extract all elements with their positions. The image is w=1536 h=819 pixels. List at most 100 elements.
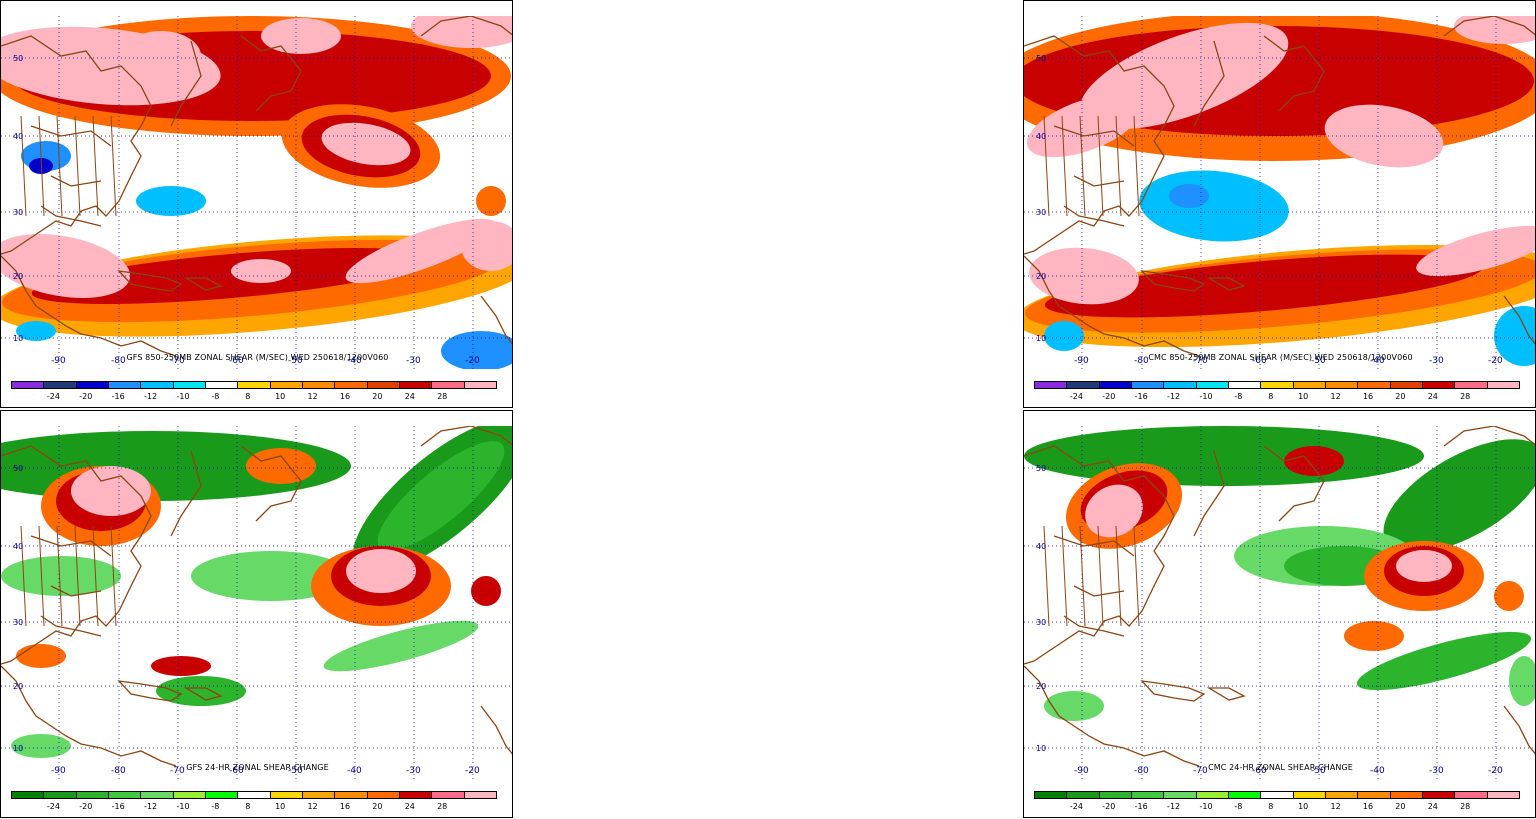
colorbar-swatch — [1164, 792, 1197, 798]
shaded-region — [16, 644, 66, 668]
colorbar-swatch — [1196, 382, 1229, 388]
colorbar-tick-label: -10 — [1199, 802, 1213, 811]
colorbar-tick-label: 16 — [339, 392, 351, 401]
colorbar-swatch — [399, 382, 433, 388]
coastline — [420, 16, 512, 37]
longitude-label: -80 — [1134, 766, 1149, 776]
border-line — [56, 115, 63, 217]
longitude-label: -90 — [51, 766, 66, 776]
shaded-region — [1044, 691, 1104, 721]
coastline — [240, 35, 302, 112]
longitude-label: -50 — [1311, 766, 1326, 776]
colorbar-tick-label: -12 — [144, 392, 158, 401]
colorbar-tick-label: -16 — [111, 802, 125, 811]
shaded-region — [346, 549, 416, 593]
colorbar-tick-label: 20 — [1395, 392, 1406, 401]
coastline — [1140, 680, 1206, 702]
gfs-change-colorbar-labels: -24 -20 -16 -12 -10 -8 8 10 12 16 20 24 28 — [11, 802, 497, 814]
shaded-region — [323, 620, 479, 672]
colorbar-tick-label: 24 — [1427, 802, 1438, 811]
colorbar-swatch — [1487, 382, 1519, 388]
longitude-label: -30 — [406, 356, 421, 366]
colorbar-tick-label: -20 — [1102, 802, 1116, 811]
shaded-region — [191, 551, 351, 601]
colorbar-tick-label: 12 — [1330, 392, 1341, 401]
coastline — [1063, 205, 1125, 227]
coastline — [1503, 295, 1535, 345]
colorbar-swatch — [1228, 792, 1262, 798]
colorbar-tick-label: -8 — [1234, 392, 1243, 401]
border-line — [92, 115, 99, 217]
latitude-label: 10 — [1036, 744, 1046, 753]
latitude-label: 50 — [13, 54, 23, 63]
shaded-region — [1494, 306, 1535, 366]
coastline — [170, 40, 202, 127]
longitude-label: -80 — [111, 766, 126, 776]
cmc-shear-colorbar-labels: -24 -20 -16 -12 -10 -8 8 10 12 16 20 24 28 — [1034, 392, 1520, 404]
colorbar-swatch — [44, 382, 77, 388]
longitude-label: -40 — [347, 356, 362, 366]
colorbar-swatch — [238, 792, 271, 798]
colorbar-swatch — [1131, 382, 1165, 388]
colorbar-swatch — [12, 382, 45, 388]
shaded-field — [1024, 16, 1535, 366]
latitude-label: 20 — [13, 272, 23, 281]
colorbar-swatch — [1228, 382, 1262, 388]
shaded-region — [1344, 621, 1404, 651]
longitude-label: -30 — [1429, 766, 1444, 776]
colorbar-tick-label: 20 — [372, 802, 383, 811]
colorbar-tick-label: 8 — [245, 392, 251, 401]
colorbar-swatch — [12, 792, 45, 798]
colorbar-tick-label: -10 — [176, 802, 190, 811]
longitude-label: -30 — [406, 766, 421, 776]
colorbar-tick-label: 8 — [1268, 802, 1274, 811]
colorbar-swatch — [108, 382, 142, 388]
colorbar-tick-label: 24 — [1427, 392, 1438, 401]
border-line — [20, 115, 27, 217]
colorbar-tick-label: 24 — [404, 802, 415, 811]
shaded-region — [471, 576, 501, 606]
colorbar-tick-label: 16 — [1362, 392, 1374, 401]
shaded-region — [1494, 581, 1524, 611]
longitude-label: -90 — [1074, 356, 1089, 366]
border-line — [1079, 115, 1086, 217]
latitude-label: 30 — [1036, 618, 1046, 627]
colorbar-tick-label: -24 — [46, 802, 60, 811]
colorbar-swatch — [302, 792, 336, 798]
longitude-label: -50 — [288, 356, 303, 366]
colorbar-tick-label: -24 — [1069, 802, 1083, 811]
colorbar-swatch — [270, 792, 303, 798]
colorbar-swatch — [432, 792, 465, 798]
colorbar-tick-label: -20 — [1102, 392, 1116, 401]
coastline — [420, 426, 512, 447]
shaded-region — [136, 186, 206, 216]
colorbar-swatch — [1099, 382, 1132, 388]
shaded-region — [1169, 184, 1209, 208]
colorbar-swatch — [1325, 382, 1359, 388]
colorbar-swatch — [1325, 792, 1359, 798]
latitude-label: 30 — [1036, 208, 1046, 217]
latitude-label: 50 — [1036, 54, 1046, 63]
colorbar-swatch — [464, 382, 496, 388]
colorbar-swatch — [141, 382, 174, 388]
shaded-field — [1, 426, 512, 758]
border-line — [56, 525, 63, 627]
longitude-label: -60 — [1252, 766, 1267, 776]
border-line — [38, 525, 45, 627]
longitude-label: -70 — [1193, 356, 1208, 366]
colorbar-tick-label: -8 — [1234, 802, 1243, 811]
shaded-region — [121, 31, 201, 81]
shaded-region — [231, 259, 291, 283]
longitude-label: -70 — [1193, 766, 1208, 776]
colorbar-swatch — [1196, 792, 1229, 798]
latitude-label: 40 — [13, 132, 23, 141]
coastline — [1193, 450, 1225, 537]
longitude-label: -30 — [1429, 356, 1444, 366]
coastline — [1, 665, 177, 767]
coastline — [1024, 255, 1200, 357]
coastline — [1063, 615, 1125, 637]
shaded-region — [1, 556, 121, 596]
colorbar-swatch — [1390, 792, 1423, 798]
longitude-label: -20 — [465, 356, 480, 366]
shaded-region — [71, 466, 151, 516]
